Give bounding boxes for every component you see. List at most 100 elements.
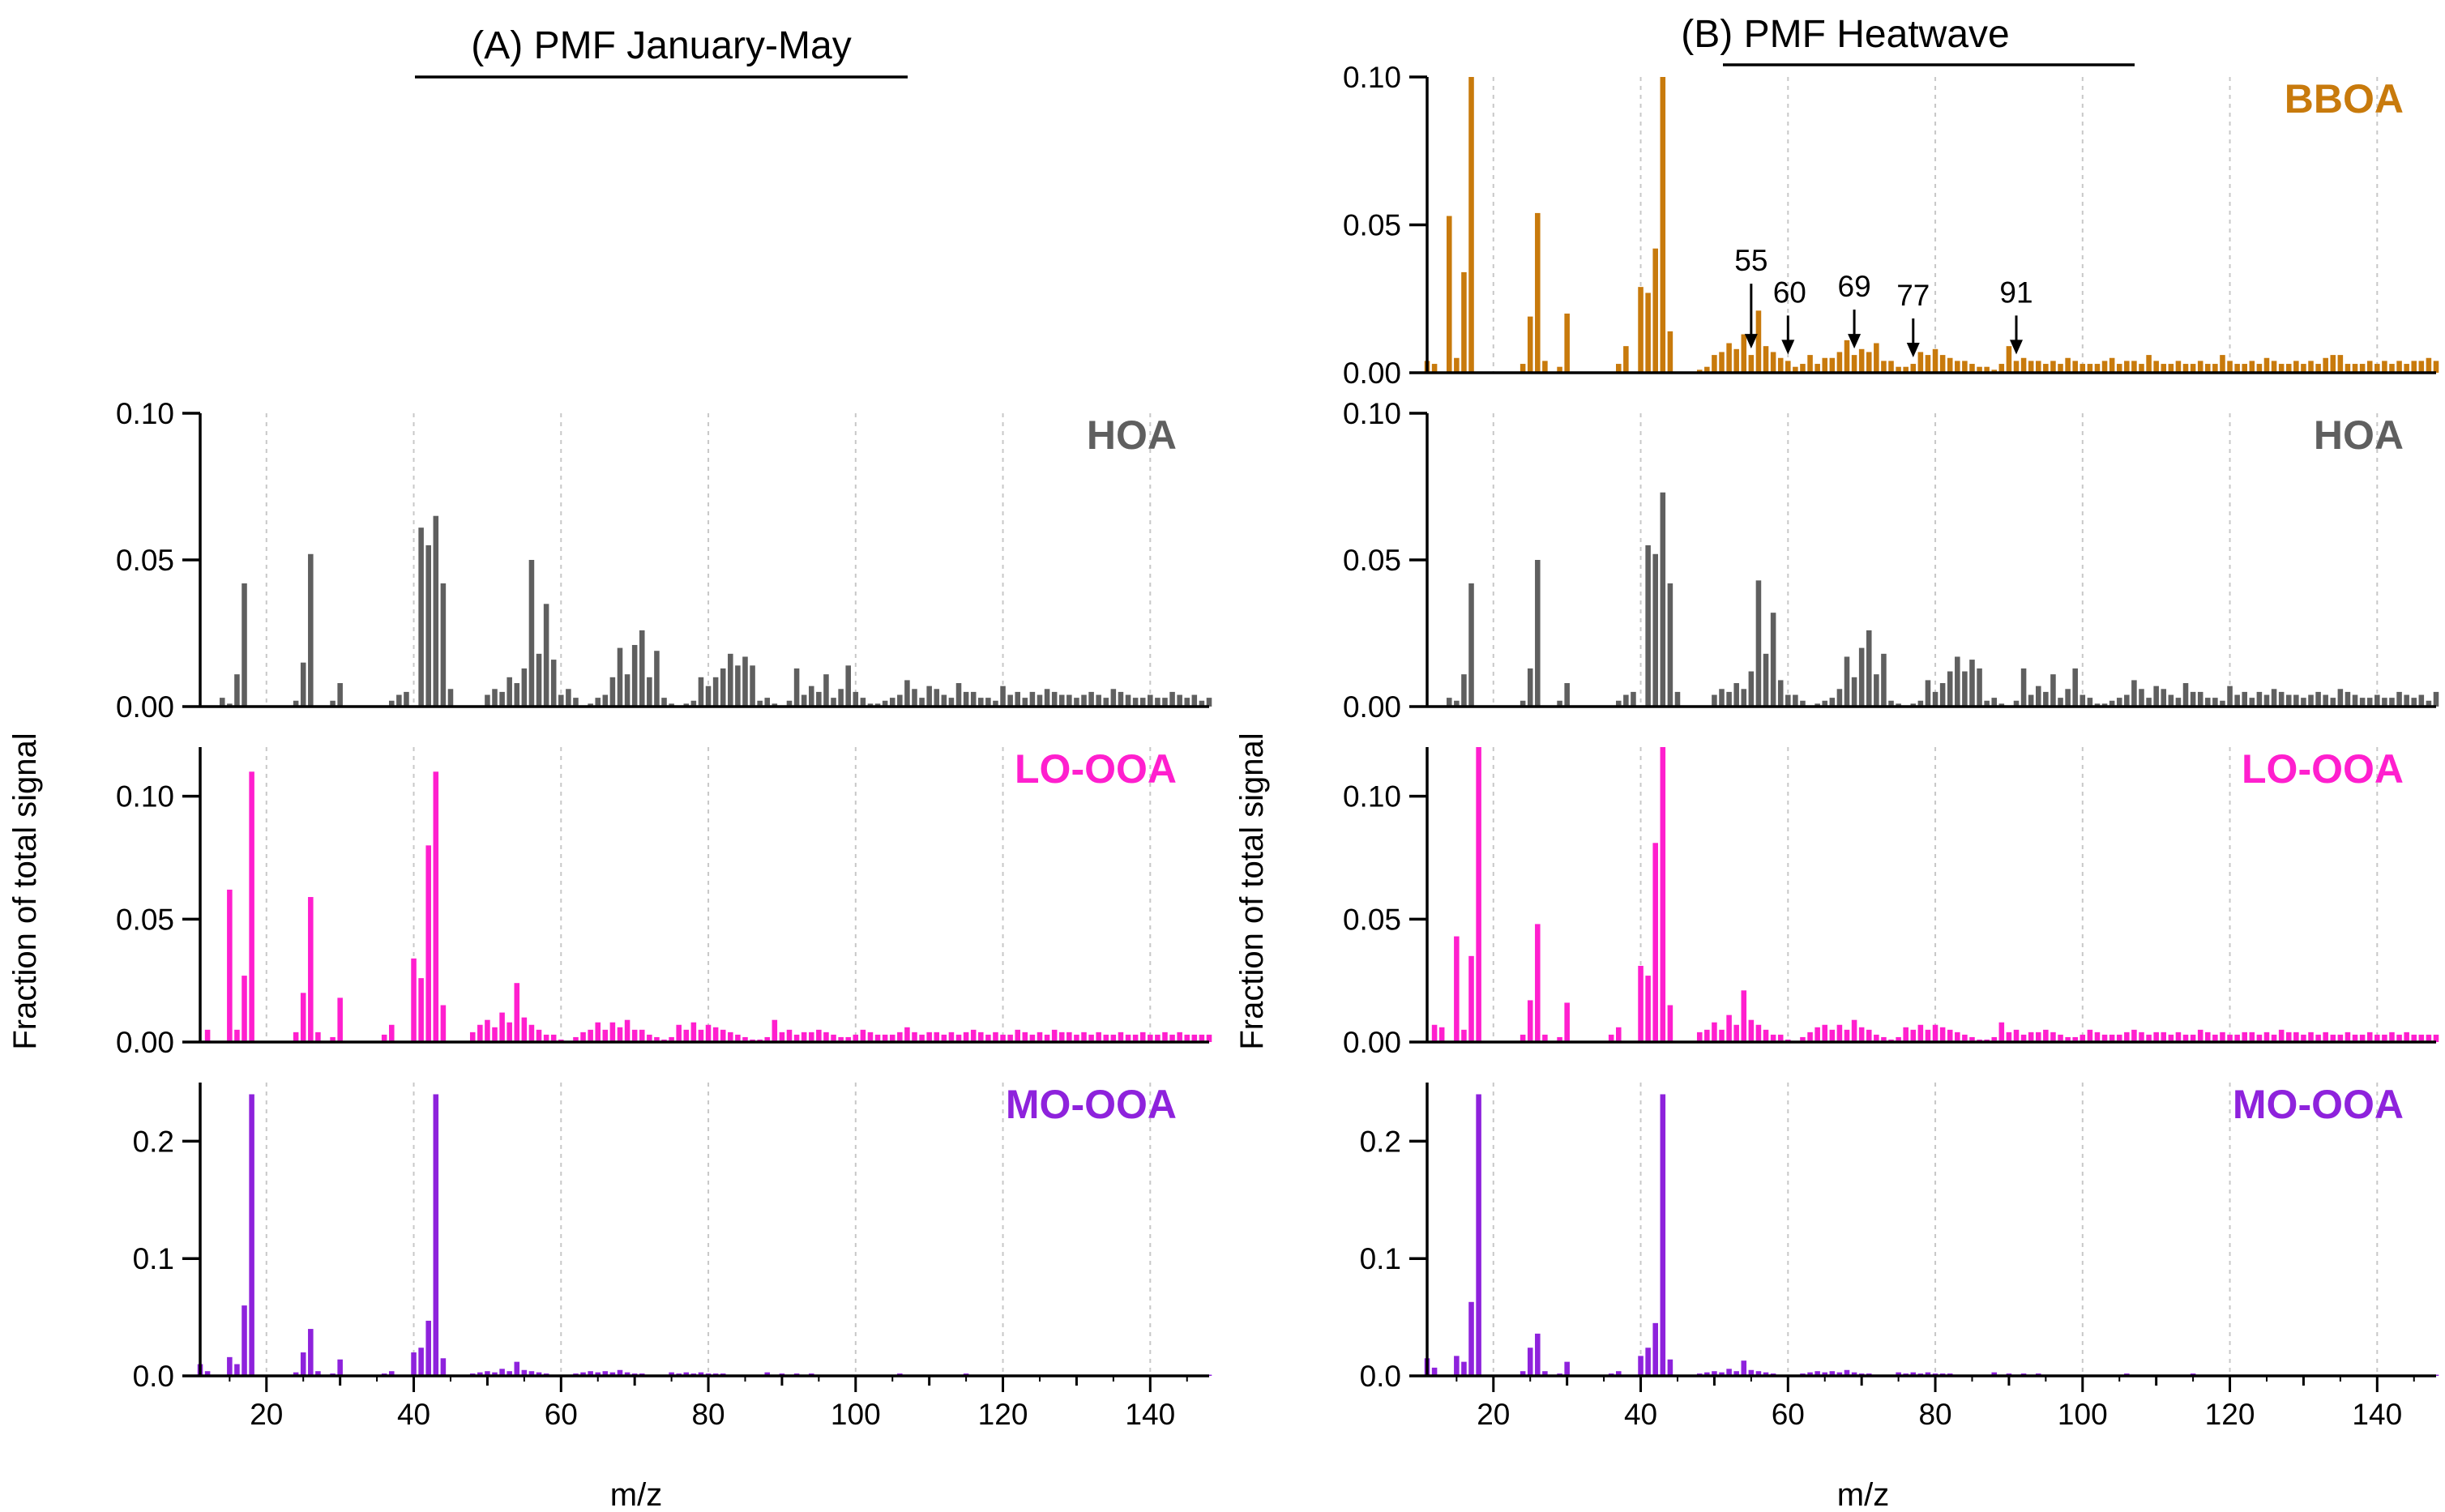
bar-b-bboa-mz38: [1623, 346, 1629, 373]
bar-a-lo-ooa-mz63: [580, 1031, 586, 1042]
bar-b-bboa-mz133: [2323, 357, 2328, 373]
bar-a-hoa-mz118: [985, 698, 991, 707]
factor-label-b-hoa: HOA: [2314, 412, 2404, 458]
bar-a-lo-ooa-mz57: [536, 1029, 542, 1042]
bar-b-hoa-mz61: [1793, 694, 1798, 707]
bar-b-bboa-mz129: [2293, 361, 2299, 373]
bar-a-lo-ooa-mz90: [779, 1031, 785, 1042]
bar-a-lo-ooa-mz88: [764, 1036, 771, 1042]
bar-a-hoa-mz70: [631, 644, 638, 707]
bar-a-mo-ooa-mz25: [300, 1352, 306, 1376]
bar-b-lo-ooa-mz72: [1874, 1034, 1879, 1042]
bar-b-bboa-mz26: [1535, 212, 1541, 373]
bar-b-lo-ooa-mz97: [2058, 1034, 2063, 1042]
bar-b-bboa-mz96: [2050, 361, 2056, 373]
y-tick-label-b-bboa-0: 0.00: [1343, 357, 1401, 390]
bar-a-hoa-mz122: [1015, 691, 1020, 707]
bar-b-hoa-mz143: [2396, 691, 2402, 707]
bar-a-lo-ooa-mz44: [440, 1005, 447, 1042]
bar-b-bboa-mz136: [2345, 364, 2351, 373]
bar-b-lo-ooa-mz93: [2028, 1031, 2034, 1042]
bar-b-hoa-mz102: [2094, 703, 2101, 707]
bar-a-hoa-mz71: [639, 630, 645, 707]
bar-a-mo-ooa-mz40: [411, 1352, 417, 1376]
bar-a-hoa-mz95: [816, 691, 822, 707]
bar-b-hoa-mz146: [2418, 694, 2425, 707]
bar-b-hoa-mz50: [1712, 694, 1717, 707]
bar-a-lo-ooa-mz16: [234, 1029, 240, 1042]
bar-b-lo-ooa-mz142: [2389, 1031, 2395, 1042]
bar-a-hoa-mz85: [742, 656, 748, 707]
bar-a-lo-ooa-mz15: [227, 889, 233, 1042]
bar-a-lo-ooa-mz135: [1110, 1034, 1117, 1042]
bar-b-bboa-mz60: [1785, 361, 1791, 373]
bar-a-mo-ooa-mz24: [293, 1372, 299, 1376]
x-tick-label-b-mo-ooa-40: 40: [1624, 1398, 1657, 1431]
bar-b-bboa-mz14: [1446, 216, 1452, 373]
bar-b-mo-ooa-mz79: [1925, 1372, 1931, 1376]
bar-a-lo-ooa-mz130: [1074, 1034, 1079, 1042]
bar-a-lo-ooa-mz94: [808, 1031, 814, 1042]
panel-b-title: (B) PMF Heatwave: [1681, 13, 2009, 56]
bar-b-bboa-mz118: [2212, 364, 2218, 373]
bar-a-lo-ooa-mz70: [631, 1029, 638, 1042]
bar-a-hoa-mz68: [617, 647, 623, 707]
bar-b-hoa-mz91: [2013, 700, 2020, 707]
bar-b-lo-ooa-mz24: [1520, 1034, 1526, 1042]
bar-b-lo-ooa-mz43: [1660, 747, 1666, 1042]
bar-b-mo-ooa-mz25: [1527, 1348, 1533, 1376]
bar-a-hoa-mz75: [669, 703, 674, 707]
bar-a-lo-ooa-mz67: [609, 1022, 616, 1042]
bar-b-lo-ooa-mz15: [1454, 936, 1460, 1042]
bar-a-mo-ooa-mz16: [234, 1364, 240, 1376]
bar-b-hoa-mz148: [2433, 691, 2439, 707]
bar-b-lo-ooa-mz137: [2352, 1034, 2358, 1042]
bar-a-lo-ooa-mz134: [1103, 1034, 1109, 1042]
bar-a-lo-ooa-mz96: [823, 1031, 829, 1042]
bar-b-hoa-mz107: [2131, 680, 2137, 707]
bar-b-bboa-mz69: [1851, 355, 1857, 373]
bar-b-mo-ooa-mz12: [1431, 1367, 1438, 1376]
bar-b-bboa-mz131: [2308, 361, 2314, 373]
y-axis-label-b: Fraction of total signal: [1234, 733, 1270, 1049]
x-tick-label-a-mo-ooa-80: 80: [691, 1398, 725, 1431]
bar-a-hoa-mz72: [647, 677, 652, 707]
bar-a-lo-ooa-mz104: [882, 1034, 888, 1042]
bar-b-bboa-mz101: [2087, 364, 2093, 373]
bar-b-bboa-mz107: [2131, 361, 2137, 373]
bar-a-hoa-mz43: [433, 515, 439, 707]
bar-a-mo-ooa-mz12: [204, 1371, 211, 1376]
bar-a-hoa-mz79: [698, 677, 704, 707]
bar-b-lo-ooa-mz25: [1527, 1000, 1533, 1042]
bar-b-lo-ooa-mz108: [2139, 1031, 2144, 1042]
bar-b-lo-ooa-mz17: [1468, 955, 1474, 1042]
bar-b-lo-ooa-mz127: [2278, 1029, 2285, 1042]
bar-a-hoa-mz64: [588, 703, 593, 707]
bar-b-lo-ooa-mz64: [1815, 1027, 1820, 1042]
bar-b-lo-ooa-mz73: [1881, 1036, 1887, 1042]
bar-a-lo-ooa-mz56: [528, 1024, 535, 1042]
bar-b-bboa-mz29: [1557, 366, 1562, 373]
bar-a-mo-ooa-mz17: [242, 1305, 247, 1376]
bar-b-mo-ooa-mz88: [1991, 1372, 1998, 1376]
bar-b-hoa-mz139: [2366, 698, 2373, 707]
bar-b-hoa-mz16: [1461, 674, 1467, 707]
bar-a-lo-ooa-mz54: [514, 983, 520, 1042]
bar-a-hoa-mz139: [1139, 698, 1146, 707]
bar-b-bboa-mz82: [1947, 357, 1953, 373]
bar-a-hoa-mz77: [683, 703, 690, 707]
bar-b-hoa-mz97: [2058, 698, 2063, 707]
bar-b-hoa-mz80: [1932, 691, 1938, 707]
bar-a-mo-ooa-mz37: [389, 1371, 395, 1376]
bar-b-bboa-mz85: [1969, 364, 1975, 373]
bar-b-bboa-mz83: [1955, 361, 1960, 373]
bar-a-hoa-mz50: [485, 694, 490, 707]
bar-b-bboa-mz53: [1733, 348, 1739, 373]
bar-a-lo-ooa-mz120: [1000, 1034, 1006, 1042]
bar-a-hoa-mz38: [396, 694, 402, 707]
bar-a-lo-ooa-mz132: [1088, 1034, 1094, 1042]
bar-a-hoa-mz41: [418, 527, 424, 707]
bar-b-bboa-mz61: [1793, 366, 1798, 373]
bar-a-lo-ooa-mz30: [337, 997, 343, 1042]
bar-b-hoa-mz144: [2404, 694, 2409, 707]
